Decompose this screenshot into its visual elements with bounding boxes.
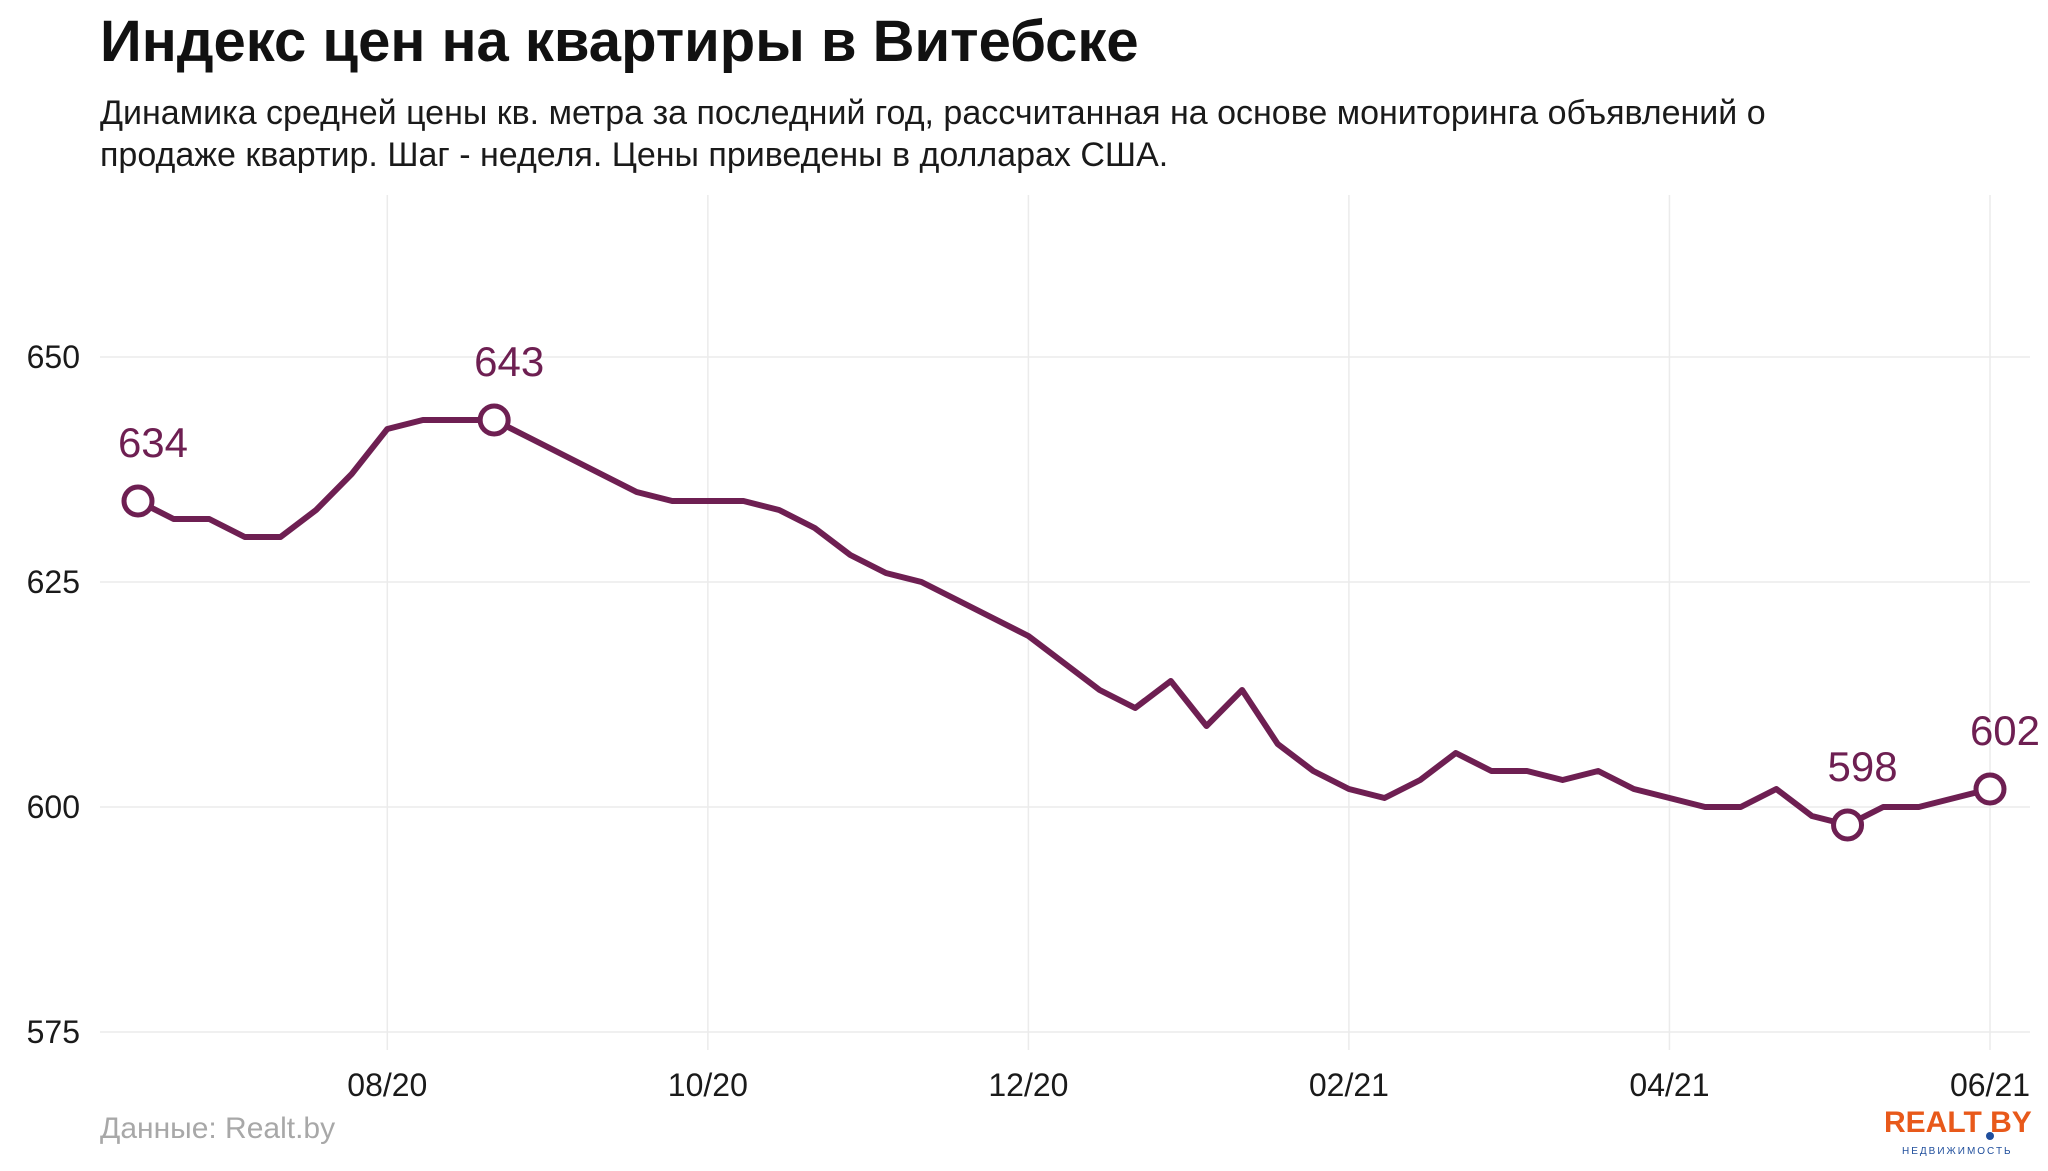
- realt-logo: REALT BY НЕДВИЖИМОСТЬ: [1884, 1106, 2032, 1157]
- x-tick-label: 04/21: [1629, 1067, 1709, 1103]
- data-point-marker: [1973, 772, 2007, 806]
- y-tick-label: 625: [27, 564, 80, 600]
- chart-subtitle: Динамика средней цены кв. метра за после…: [100, 94, 1766, 174]
- y-tick-label: 650: [27, 339, 80, 375]
- svg-text:REALT BY: REALT BY: [1884, 1106, 2032, 1139]
- data-label: 634: [118, 419, 188, 466]
- y-tick-label: 575: [27, 1014, 80, 1050]
- price-index-line: [135, 417, 1993, 828]
- y-tick-label: 600: [27, 789, 80, 825]
- x-tick-label: 10/20: [668, 1067, 748, 1103]
- data-label: 602: [1970, 707, 2040, 754]
- data-source: Данные: Realt.by: [100, 1112, 336, 1145]
- x-tick-label: 02/21: [1309, 1067, 1389, 1103]
- chart-title: Индекс цен на квартиры в Витебске: [100, 9, 1139, 74]
- data-point-marker: [121, 484, 155, 518]
- data-label: 598: [1827, 743, 1897, 790]
- svg-text:НЕДВИЖИМОСТЬ: НЕДВИЖИМОСТЬ: [1902, 1146, 2013, 1157]
- x-tick-label: 12/20: [988, 1067, 1068, 1103]
- x-tick-label: 08/20: [347, 1067, 427, 1103]
- data-label: 643: [474, 338, 544, 385]
- data-point-marker: [1831, 808, 1865, 842]
- x-tick-label: 06/21: [1950, 1067, 2030, 1103]
- data-point-marker: [477, 403, 511, 437]
